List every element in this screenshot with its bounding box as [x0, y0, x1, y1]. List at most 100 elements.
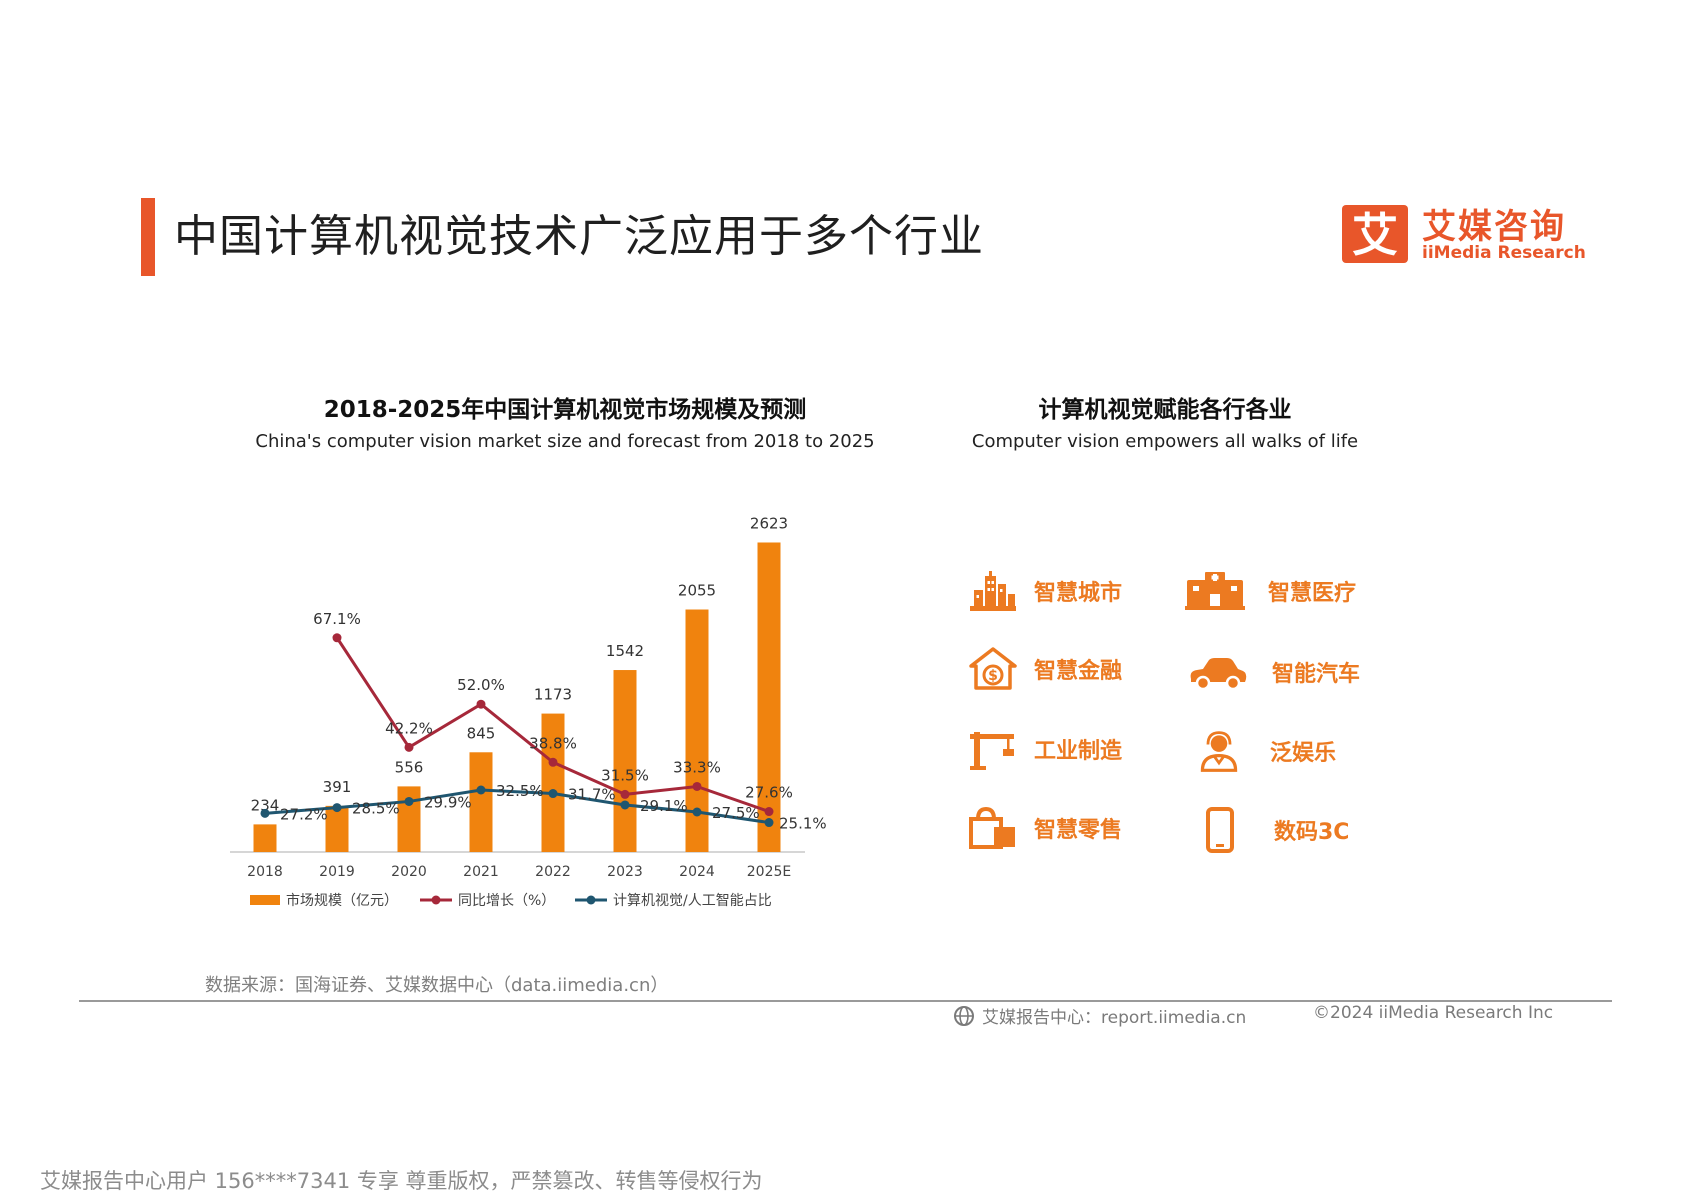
crane-icon: [970, 732, 1014, 770]
footer-report-link[interactable]: 艾媒报告中心：report.iimedia.cn: [952, 1003, 1246, 1028]
bar-value-label: 2623: [750, 514, 788, 532]
x-tick-label: 2022: [535, 864, 571, 880]
page-title: 中国计算机视觉技术广泛应用于多个行业: [174, 211, 984, 262]
yoy-growth-label: 27.6%: [745, 784, 793, 802]
market-size-bar-2021: [469, 752, 493, 852]
yoy-growth-point-2025E: [764, 807, 774, 817]
yoy-growth-point-2024: [692, 781, 702, 791]
chart-subtitle: China's computer vision market size and …: [255, 431, 875, 452]
market-size-bar-2019: [325, 805, 349, 852]
legend-marker-ai-share: [586, 895, 596, 905]
legend-label-ai-share: 计算机视觉/人工智能占比: [613, 893, 772, 909]
ai-share-point-2024: [692, 807, 702, 817]
x-tick-label: 2019: [319, 864, 355, 880]
bar-value-label: 845: [467, 724, 496, 742]
industry-label: 数码3C: [1274, 820, 1350, 845]
yoy-growth-label: 33.3%: [673, 758, 721, 776]
city-buildings-icon: [970, 571, 1016, 611]
industry-label: 泛娱乐: [1270, 741, 1337, 766]
x-tick-label: 2025E: [747, 864, 791, 880]
ai-share-label: 28.5%: [352, 800, 400, 818]
bar-value-label: 2055: [678, 582, 716, 600]
industries-title: 计算机视觉赋能各行各业: [1038, 397, 1292, 423]
x-tick-label: 2021: [463, 864, 499, 880]
yoy-growth-label: 42.2%: [385, 719, 433, 737]
yoy-growth-label: 31.5%: [601, 766, 649, 784]
ai-share-point-2018: [260, 808, 270, 818]
ai-share-label: 32.5%: [496, 782, 544, 800]
bar-value-label: 556: [395, 758, 424, 776]
user-watermark: 艾媒报告中心用户 156****7341 专享 尊重版权，严禁篡改、转售等侵权行…: [40, 1169, 763, 1193]
market-size-bar-2025E: [757, 542, 781, 852]
ai-share-label: 27.2%: [280, 805, 328, 823]
headset-person-icon: [1200, 731, 1238, 772]
smartphone-icon: [1206, 807, 1234, 853]
iimedia-logo[interactable]: 艾 艾媒咨询 iiMedia Research: [1340, 203, 1590, 267]
industry-item-digital-3c: 数码3C: [1200, 806, 1349, 854]
x-tick-label: 2023: [607, 864, 643, 880]
industries-subtitle: Computer vision empowers all walks of li…: [971, 431, 1359, 452]
car-icon: [1190, 658, 1247, 691]
finance-dollar-house-icon: $: [969, 647, 1017, 690]
x-tick-label: 2024: [679, 864, 715, 880]
ai-share-point-2022: [548, 789, 558, 799]
legend-swatch-market-size: [250, 895, 280, 905]
footer-copyright: ©2024 iiMedia Research Inc: [1313, 1003, 1554, 1023]
yoy-growth-point-2021: [476, 699, 486, 709]
footer-report-text: 艾媒报告中心：report.iimedia.cn: [982, 1008, 1247, 1028]
industry-item-smart-retail: 智慧零售: [968, 804, 1122, 852]
x-tick-label: 2020: [391, 864, 427, 880]
market-size-bar-2022: [541, 713, 565, 852]
bar-value-label: 391: [323, 778, 352, 796]
yoy-growth-point-2023: [620, 789, 630, 799]
globe-icon: [954, 1005, 974, 1026]
legend-label-yoy-growth: 同比增长（%）: [458, 893, 555, 909]
market-size-chart: 234 391 556 845 1173 1542 2055 2623 2018 2019 2020…: [230, 514, 827, 909]
logo-en-text: iiMedia Research: [1422, 243, 1586, 263]
industry-label: 智慧医疗: [1268, 581, 1357, 606]
legend-label-market-size: 市场规模（亿元）: [286, 892, 398, 909]
industry-item-smart-finance: $ 智慧金融: [968, 645, 1122, 693]
industry-label: 智慧零售: [1034, 818, 1123, 843]
yoy-growth-label: 52.0%: [457, 676, 505, 694]
bar-value-label: 1542: [606, 642, 644, 660]
yoy-growth-label: 38.8%: [529, 734, 577, 752]
industry-label: 智慧城市: [1034, 581, 1123, 606]
industry-label: 智能汽车: [1272, 662, 1361, 687]
yoy-growth-point-2022: [548, 757, 558, 767]
market-size-bar-2020: [397, 786, 421, 852]
hospital-icon: [1185, 572, 1245, 610]
market-size-bar-2018: [253, 824, 277, 852]
yoy-growth-point-2020: [404, 742, 414, 752]
ai-share-label: 27.5%: [712, 804, 760, 822]
title-accent-bar: [141, 198, 155, 276]
industry-label: 智慧金融: [1034, 659, 1123, 684]
industry-item-pan-entertainment: 泛娱乐: [1196, 727, 1336, 775]
ai-share-label: 31.7%: [568, 786, 616, 804]
yoy-growth-label: 67.1%: [313, 610, 361, 628]
ai-share-label: 29.1%: [640, 797, 688, 815]
svg-text:$: $: [988, 668, 998, 684]
ai-share-point-2023: [620, 800, 630, 810]
ai-share-point-2019: [332, 803, 342, 813]
logo-cn-text: 艾媒咨询: [1422, 207, 1566, 247]
ai-share-line: [264, 788, 770, 825]
chart-title: 2018-2025年中国计算机视觉市场规模及预测: [323, 397, 807, 423]
industry-label: 工业制造: [1034, 739, 1123, 764]
shopping-bag-icon: [969, 806, 1015, 849]
bar-value-label: 234: [251, 796, 280, 814]
industry-item-smart-car: 智能汽车: [1184, 648, 1360, 696]
market-size-bar-2024: [685, 609, 709, 852]
data-source-note: 数据来源：国海证券、艾媒数据中心（data.iimedia.cn）: [205, 975, 669, 996]
ai-share-point-2020: [404, 796, 414, 806]
industry-item-industrial-manufacturing: 工业制造: [968, 725, 1122, 773]
x-tick-label: 2018: [247, 864, 283, 880]
logo-mark-char: 艾: [1352, 208, 1398, 262]
bar-value-label: 1173: [534, 686, 572, 704]
industry-item-smart-medical: 智慧医疗: [1184, 567, 1356, 615]
iimedia-logo-mark-icon: 艾: [1342, 205, 1408, 263]
footer-divider: [79, 1000, 1612, 1002]
legend-marker-yoy-growth: [431, 895, 441, 905]
ai-share-point-2025E: [764, 818, 774, 828]
ai-share-point-2021: [476, 785, 486, 795]
